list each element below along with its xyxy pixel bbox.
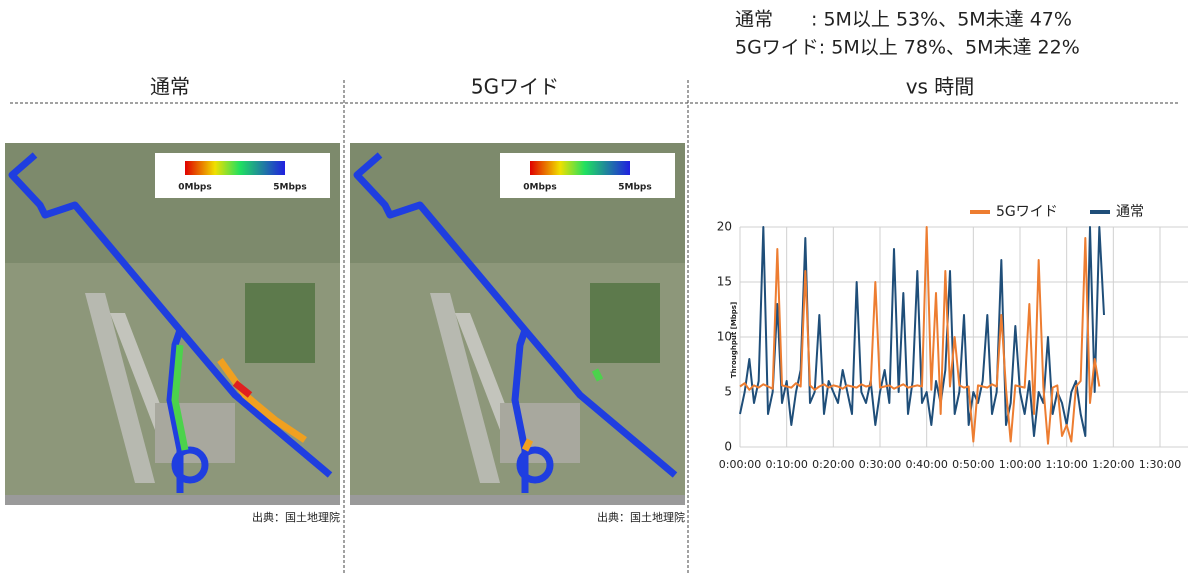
x-tick-label: 0:10:00 [765, 458, 807, 471]
y-tick-label: 15 [717, 275, 732, 289]
map-footer [350, 495, 685, 505]
y-tick-label: 0 [724, 440, 732, 454]
map-footer [5, 495, 340, 505]
map: 0Mbps 5Mbps [350, 143, 685, 505]
x-tick-label: 0:50:00 [952, 458, 994, 471]
map-forest [245, 283, 315, 363]
legend-bar [185, 161, 285, 175]
legend-min: 0Mbps [178, 183, 211, 193]
panel-title: 5Gワイド [471, 75, 559, 99]
x-tick-label: 0:30:00 [859, 458, 901, 471]
legend-bar [530, 161, 630, 175]
y-tick-label: 10 [717, 330, 732, 344]
legend-max: 5Mbps [273, 183, 306, 193]
summary-line: 通常 : 5M以上 53%、5M未達 47% [735, 9, 1072, 31]
x-tick-label: 0:00:00 [719, 458, 761, 471]
route-slow [525, 440, 530, 450]
y-tick-label: 20 [717, 220, 732, 234]
y-tick-label: 5 [724, 385, 732, 399]
route-slow [595, 370, 600, 380]
x-tick-label: 0:20:00 [812, 458, 854, 471]
map: 0Mbps 5Mbps [5, 143, 340, 505]
page: 通常 : 5M以上 53%、5M未達 47% 5Gワイド: 5M以上 78%、5… [0, 0, 1192, 573]
legend-label: 5Gワイド [996, 204, 1058, 220]
summary-line: 5Gワイド: 5M以上 78%、5M未達 22% [735, 37, 1080, 59]
legend-max: 5Mbps [618, 183, 651, 193]
legend-min: 0Mbps [523, 183, 556, 193]
x-tick-label: 1:20:00 [1092, 458, 1134, 471]
x-tick-label: 0:40:00 [905, 458, 947, 471]
legend-label: 通常 [1116, 204, 1144, 220]
x-tick-label: 1:00:00 [999, 458, 1041, 471]
panel-title: 通常 [150, 75, 190, 99]
chart-title: vs 時間 [906, 75, 975, 99]
source: 出典：国土地理院 [597, 510, 685, 524]
map-forest [590, 283, 660, 363]
x-tick-label: 1:30:00 [1139, 458, 1181, 471]
series-line [740, 227, 1104, 436]
source: 出典：国土地理院 [252, 510, 340, 524]
x-tick-label: 1:10:00 [1045, 458, 1087, 471]
